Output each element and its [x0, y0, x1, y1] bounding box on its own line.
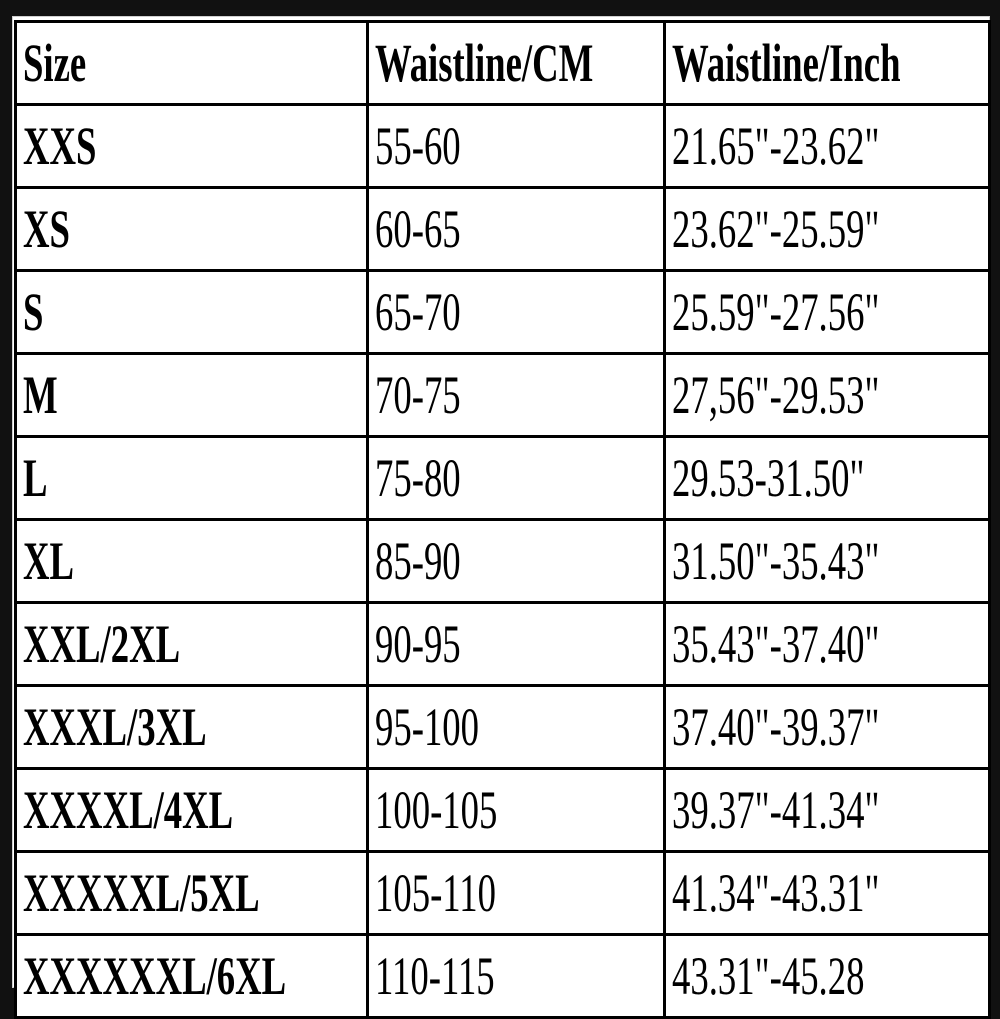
cell-text: 100-105 — [375, 780, 498, 840]
size-cell: XL — [14, 518, 369, 604]
cell-text: 39.37"-41.34" — [672, 780, 880, 840]
table-row: XL 85-90 31.50"-35.43" — [14, 518, 991, 604]
waistline-cm-cell: 60-65 — [366, 186, 666, 272]
cell-text: 21.65"-23.62" — [672, 116, 880, 176]
cell-text: 41.34"-43.31" — [672, 863, 880, 923]
cell-text: S — [23, 282, 44, 342]
size-chart-table: Size Waistline/CM Waistline/Inch XXS 55-6… — [14, 20, 991, 1019]
table-row: XXS 55-60 21.65"-23.62" — [14, 103, 991, 189]
header-label: Size — [23, 33, 87, 93]
size-cell: XS — [14, 186, 369, 272]
waistline-inch-cell: 41.34"-43.31" — [663, 850, 991, 936]
waistline-inch-cell: 37.40"-39.37" — [663, 684, 991, 770]
size-cell: XXS — [14, 103, 369, 189]
waistline-cm-cell: 65-70 — [366, 269, 666, 355]
cell-text: XXS — [23, 116, 97, 176]
cell-text: XS — [23, 199, 70, 259]
table-row: XXXXL/4XL 100-105 39.37"-41.34" — [14, 767, 991, 853]
waistline-cm-cell: 85-90 — [366, 518, 666, 604]
cell-text: 90-95 — [375, 614, 461, 674]
cell-text: M — [23, 365, 58, 425]
cell-text: XXXXL/4XL — [23, 780, 234, 840]
cell-text: 60-65 — [375, 199, 461, 259]
cell-text: 55-60 — [375, 116, 461, 176]
waistline-inch-cell: 35.43"-37.40" — [663, 601, 991, 687]
table-row: XXXXXL/5XL 105-110 41.34"-43.31" — [14, 850, 991, 936]
waistline-inch-cell: 39.37"-41.34" — [663, 767, 991, 853]
size-cell: M — [14, 352, 369, 438]
cell-text: XL — [23, 531, 75, 591]
cell-text: 95-100 — [375, 697, 480, 757]
waistline-cm-cell: 110-115 — [366, 933, 666, 1019]
waistline-inch-cell: 29.53-31.50" — [663, 435, 991, 521]
table-row: XXL/2XL 90-95 35.43"-37.40" — [14, 601, 991, 687]
header-row: Size Waistline/CM Waistline/Inch — [14, 20, 991, 106]
table-row: L 75-80 29.53-31.50" — [14, 435, 991, 521]
waistline-inch-cell: 23.62"-25.59" — [663, 186, 991, 272]
waistline-inch-cell: 27,56"-29.53" — [663, 352, 991, 438]
cell-text: XXXL/3XL — [23, 697, 207, 757]
size-cell: L — [14, 435, 369, 521]
cell-text: L — [23, 448, 48, 508]
cell-text: 105-110 — [375, 863, 497, 923]
waistline-inch-cell: 31.50"-35.43" — [663, 518, 991, 604]
waistline-cm-cell: 55-60 — [366, 103, 666, 189]
header-size: Size — [14, 20, 369, 106]
cell-text: 85-90 — [375, 531, 461, 591]
waistline-inch-cell: 43.31"-45.28 — [663, 933, 991, 1019]
cell-text: 25.59"-27.56" — [672, 282, 880, 342]
waistline-cm-cell: 75-80 — [366, 435, 666, 521]
cell-text: 75-80 — [375, 448, 461, 508]
waistline-cm-cell: 70-75 — [366, 352, 666, 438]
cell-text: 70-75 — [375, 365, 461, 425]
waistline-cm-cell: 90-95 — [366, 601, 666, 687]
waistline-cm-cell: 100-105 — [366, 767, 666, 853]
table-row: M 70-75 27,56"-29.53" — [14, 352, 991, 438]
header-waistline-cm: Waistline/CM — [366, 20, 666, 106]
header-waistline-inch: Waistline/Inch — [663, 20, 991, 106]
header-label: Waistline/CM — [375, 33, 594, 93]
waistline-inch-cell: 21.65"-23.62" — [663, 103, 991, 189]
cell-text: 43.31"-45.28 — [672, 946, 865, 1006]
table-row: XXXL/3XL 95-100 37.40"-39.37" — [14, 684, 991, 770]
size-cell: XXXXL/4XL — [14, 767, 369, 853]
size-cell: XXXXXXL/6XL — [14, 933, 369, 1019]
table-row: S 65-70 25.59"-27.56" — [14, 269, 991, 355]
table-row: XXXXXXL/6XL 110-115 43.31"-45.28 — [14, 933, 991, 1019]
cell-text: 110-115 — [375, 946, 495, 1006]
cell-text: 27,56"-29.53" — [672, 365, 880, 425]
size-cell: S — [14, 269, 369, 355]
size-cell: XXXL/3XL — [14, 684, 369, 770]
cell-text: 29.53-31.50" — [672, 448, 865, 508]
cell-text: 37.40"-39.37" — [672, 697, 880, 757]
cell-text: 23.62"-25.59" — [672, 199, 880, 259]
waistline-cm-cell: 105-110 — [366, 850, 666, 936]
cell-text: XXL/2XL — [23, 614, 181, 674]
cell-text: 35.43"-37.40" — [672, 614, 880, 674]
cell-text: XXXXXXL/6XL — [23, 946, 287, 1006]
header-label: Waistline/Inch — [672, 33, 901, 93]
cell-text: 65-70 — [375, 282, 461, 342]
size-cell: XXXXXL/5XL — [14, 850, 369, 936]
waistline-inch-cell: 25.59"-27.56" — [663, 269, 991, 355]
cell-text: 31.50"-35.43" — [672, 531, 880, 591]
size-cell: XXL/2XL — [14, 601, 369, 687]
cell-text: XXXXXL/5XL — [23, 863, 260, 923]
waistline-cm-cell: 95-100 — [366, 684, 666, 770]
table-row: XS 60-65 23.62"-25.59" — [14, 186, 991, 272]
